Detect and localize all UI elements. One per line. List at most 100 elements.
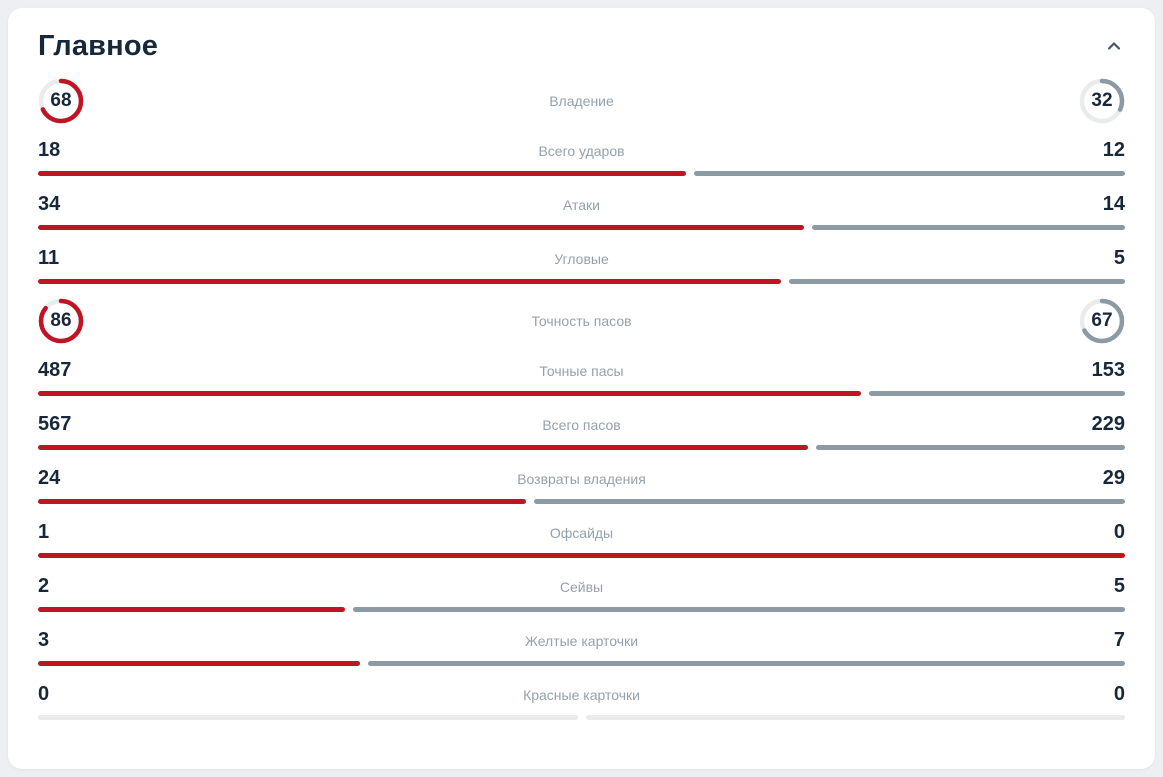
away-value: 153 bbox=[1091, 359, 1125, 381]
home-value: 18 bbox=[38, 139, 61, 161]
stat-row: 18 Всего ударов 12 bbox=[38, 130, 1125, 184]
away-bar-segment bbox=[694, 171, 1125, 176]
home-gauge-value: 86 bbox=[50, 310, 72, 331]
stat-label: Всего пасов bbox=[542, 417, 621, 433]
stat-bar bbox=[38, 553, 1125, 558]
home-gauge-ring bbox=[38, 78, 84, 124]
away-value: 0 bbox=[1113, 683, 1125, 705]
home-gauge: 68 bbox=[38, 78, 84, 124]
home-bar-segment bbox=[38, 715, 578, 720]
stat-values: 567 Всего пасов 229 bbox=[38, 413, 1125, 435]
card-header: Главное bbox=[38, 22, 1125, 70]
home-bar-segment bbox=[38, 499, 527, 504]
away-value: 7 bbox=[1113, 629, 1125, 651]
stat-bar bbox=[38, 225, 1125, 230]
away-bar-segment bbox=[789, 279, 1125, 284]
stat-label: Желтые карточки bbox=[524, 633, 639, 649]
home-value: 567 bbox=[38, 413, 72, 435]
home-gauge: 86 bbox=[38, 298, 84, 344]
home-bar-segment bbox=[38, 661, 361, 666]
home-bar-segment bbox=[38, 171, 687, 176]
stat-values: 11 Угловые 5 bbox=[38, 247, 1125, 269]
away-gauge-ring bbox=[1079, 298, 1125, 344]
stat-bar bbox=[38, 661, 1125, 666]
home-bar-segment bbox=[38, 445, 809, 450]
home-value: 1 bbox=[38, 521, 50, 543]
home-bar-segment bbox=[38, 391, 862, 396]
stat-bar bbox=[38, 607, 1125, 612]
away-gauge: 67 bbox=[1079, 298, 1125, 344]
stat-bar bbox=[38, 499, 1125, 504]
home-value: 11 bbox=[38, 247, 60, 269]
away-bar-segment bbox=[534, 499, 1125, 504]
stat-label: Офсайды bbox=[549, 525, 614, 541]
away-bar-segment bbox=[816, 445, 1125, 450]
home-bar-segment bbox=[38, 553, 1125, 558]
stat-label: Точность пасов bbox=[531, 313, 632, 329]
stat-label: Точные пасы bbox=[539, 363, 624, 379]
gauge-row: 86 Точность пасов 67 bbox=[38, 292, 1125, 350]
stat-bar bbox=[38, 279, 1125, 284]
stat-row: 34 Атаки 14 bbox=[38, 184, 1125, 238]
home-bar-segment bbox=[38, 225, 804, 230]
home-bar-segment bbox=[38, 279, 782, 284]
away-bar-segment bbox=[869, 391, 1125, 396]
stat-values: 24 Возвраты владения 29 bbox=[38, 467, 1125, 489]
stat-values: 487 Точные пасы 153 bbox=[38, 359, 1125, 381]
away-value: 29 bbox=[1102, 467, 1125, 489]
stat-values: 0 Красные карточки 0 bbox=[38, 683, 1125, 705]
stat-values: 1 Офсайды 0 bbox=[38, 521, 1125, 543]
stat-row: 567 Всего пасов 229 bbox=[38, 404, 1125, 458]
stat-label: Красные карточки bbox=[523, 687, 640, 703]
stat-values: 34 Атаки 14 bbox=[38, 193, 1125, 215]
section-title: Главное bbox=[38, 29, 159, 62]
away-bar-segment bbox=[585, 715, 1125, 720]
away-value: 5 bbox=[1113, 575, 1125, 597]
stat-row: 487 Точные пасы 153 bbox=[38, 350, 1125, 404]
stat-row: 1 Офсайды 0 bbox=[38, 512, 1125, 566]
stat-values: 18 Всего ударов 12 bbox=[38, 139, 1125, 161]
stat-values: 2 Сейвы 5 bbox=[38, 575, 1125, 597]
away-bar-segment bbox=[811, 225, 1125, 230]
away-bar-segment bbox=[352, 607, 1125, 612]
stat-row: 0 Красные карточки 0 bbox=[38, 674, 1125, 728]
gauge-row: 68 Владение 32 bbox=[38, 72, 1125, 130]
home-value: 2 bbox=[38, 575, 50, 597]
stat-row: 3 Желтые карточки 7 bbox=[38, 620, 1125, 674]
stats-card: Главное 68 Владение 32 18 Всего ударов 12 34 Ат… bbox=[8, 8, 1155, 769]
away-gauge-ring bbox=[1079, 78, 1125, 124]
away-gauge-value: 67 bbox=[1091, 310, 1113, 331]
stat-label: Сейвы bbox=[559, 579, 604, 595]
stat-bar bbox=[38, 445, 1125, 450]
stat-row: 11 Угловые 5 bbox=[38, 238, 1125, 292]
away-value: 229 bbox=[1091, 413, 1125, 435]
collapse-button[interactable] bbox=[1103, 36, 1125, 56]
away-gauge: 32 bbox=[1079, 78, 1125, 124]
home-gauge-value: 68 bbox=[50, 90, 72, 111]
stat-bar bbox=[38, 171, 1125, 176]
stat-label: Всего ударов bbox=[538, 143, 625, 159]
away-value: 0 bbox=[1113, 521, 1125, 543]
stat-label: Угловые bbox=[554, 251, 609, 267]
stat-label: Владение bbox=[549, 93, 614, 109]
stat-bar bbox=[38, 391, 1125, 396]
chevron-up-icon bbox=[1105, 40, 1123, 52]
home-value: 487 bbox=[38, 359, 72, 381]
stat-row: 24 Возвраты владения 29 bbox=[38, 458, 1125, 512]
home-value: 0 bbox=[38, 683, 50, 705]
home-bar-segment bbox=[38, 607, 345, 612]
stat-label: Атаки bbox=[562, 197, 601, 213]
stats-rows: 68 Владение 32 18 Всего ударов 12 34 Атаки 14 11 У… bbox=[38, 72, 1125, 728]
home-value: 3 bbox=[38, 629, 50, 651]
stat-values: 3 Желтые карточки 7 bbox=[38, 629, 1125, 651]
away-gauge-value: 32 bbox=[1091, 90, 1113, 111]
away-value: 14 bbox=[1102, 193, 1125, 215]
away-value: 5 bbox=[1113, 247, 1125, 269]
away-value: 12 bbox=[1102, 139, 1125, 161]
home-value: 24 bbox=[38, 467, 61, 489]
home-value: 34 bbox=[38, 193, 61, 215]
stat-label: Возвраты владения bbox=[517, 471, 646, 487]
stat-row: 2 Сейвы 5 bbox=[38, 566, 1125, 620]
stat-bar bbox=[38, 715, 1125, 720]
away-bar-segment bbox=[368, 661, 1125, 666]
